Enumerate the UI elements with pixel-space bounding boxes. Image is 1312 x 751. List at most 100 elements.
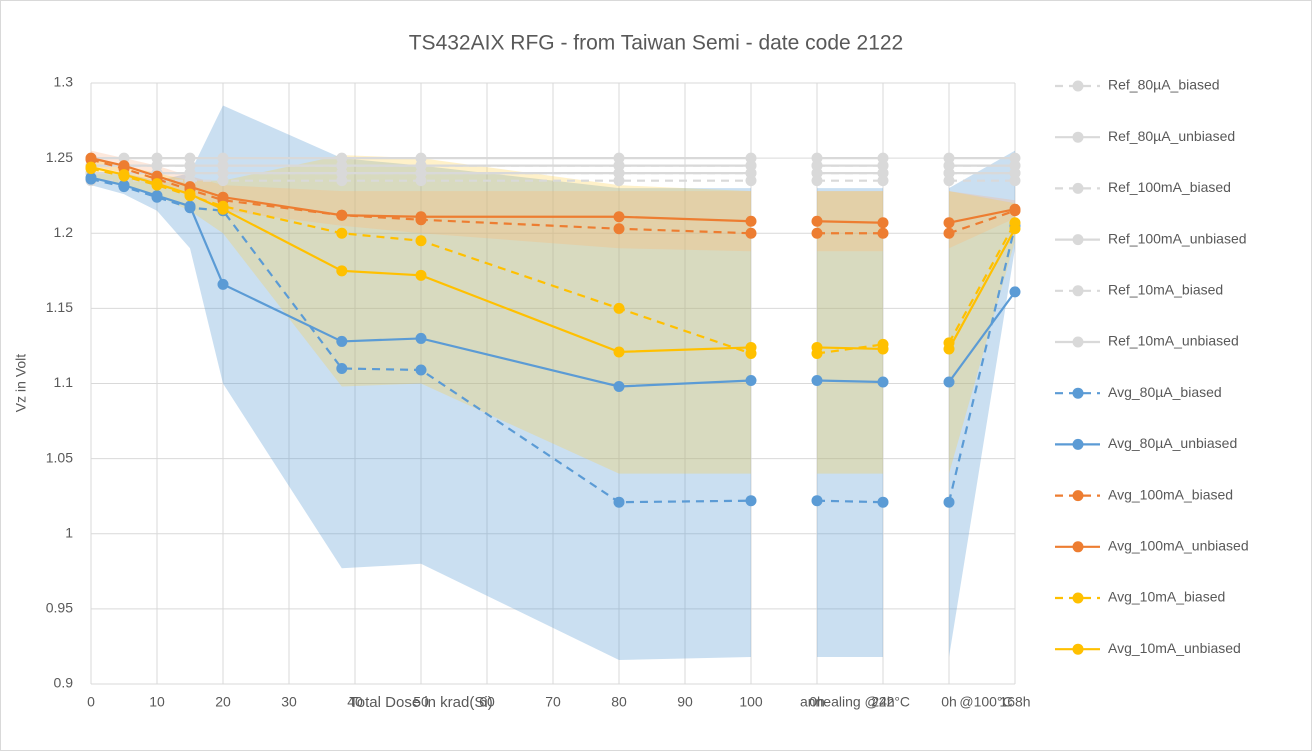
series-line [90,167,752,355]
data-point [613,346,625,358]
legend-label: Avg_100mA_unbiased [1108,538,1249,554]
legend-marker [1072,387,1084,399]
x-tick-label: 100 [739,694,763,710]
data-point [613,496,625,508]
x-tick-label: 90 [677,694,693,710]
x-tick-label: 168h [999,694,1030,710]
legend-label: Ref_80µA_biased [1108,77,1220,93]
series-line [90,178,752,504]
data-point [1009,223,1021,235]
data-point [613,223,625,235]
y-tick-label: 1.05 [46,449,73,465]
data-point [85,172,97,184]
data-point [877,496,889,508]
data-point [336,362,348,374]
data-point [336,209,348,221]
legend-marker [1072,438,1084,450]
data-point [745,167,757,179]
error-band [949,150,1015,657]
data-point [943,376,955,388]
legend-marker [1072,336,1084,348]
data-point [943,167,955,179]
lines [85,152,1021,508]
data-point [184,200,196,212]
legend-marker [1072,592,1084,604]
x-axis-title: Total Dose in krad(Si) [349,694,492,711]
data-point [811,341,823,353]
legend-marker [1072,643,1084,655]
data-point [811,227,823,239]
series-line [816,499,884,504]
data-point [943,217,955,229]
data-point [415,211,427,223]
data-point [745,374,757,386]
x-tick-label: 80 [611,694,627,710]
legend-marker [1072,80,1084,92]
error-band [817,191,883,474]
data-point [151,178,163,190]
legend-marker [1072,131,1084,143]
labels: 0.9 0.95 1 1.05 1.1 1.15 1.2 1.25 1.3 0 10 20 30 40 50… [46,74,1031,710]
annotation: annealing @22°C [800,694,910,710]
error-band [91,150,751,252]
data-point [184,167,196,179]
data-point [811,167,823,179]
data-point [336,167,348,179]
legend-label: Avg_80µA_unbiased [1108,435,1237,451]
x-tick-label: 60 [479,694,495,710]
data-point [811,374,823,386]
y-tick-label: 1.1 [54,374,74,390]
legend-marker [1072,541,1084,553]
x-tick-label: 10 [149,694,165,710]
y-tick-label: 1.15 [46,299,73,315]
data-point [217,191,229,203]
data-point [943,496,955,508]
x-tick-label: 30 [281,694,297,710]
data-point [613,211,625,223]
legend-label: Ref_100mA_biased [1108,179,1231,195]
legend-marker [1072,490,1084,502]
legend-label: Ref_10mA_biased [1108,282,1223,298]
data-point [415,332,427,344]
chart-title: TS432AIX RFG - from Taiwan Semi - date c… [409,32,904,55]
legend-label: Avg_80µA_biased [1108,384,1222,400]
x-tick-label: 0 [87,694,95,710]
y-tick-label: 1.25 [46,149,73,165]
series-line [948,208,1016,224]
series-line [948,291,1016,383]
data-point [613,302,625,314]
legend-label: Avg_10mA_biased [1108,589,1225,605]
error-band [91,105,751,660]
legend-label: Ref_80µA_unbiased [1108,128,1235,144]
data-point [415,364,427,376]
data-point [943,343,955,355]
data-point [415,235,427,247]
data-point [85,161,97,173]
data-point [415,167,427,179]
x-tick-label: 0h [809,694,825,710]
data-point [1009,203,1021,215]
y-tick-label: 0.95 [46,600,73,616]
y-tick-label: 1.2 [54,224,74,240]
data-point [877,227,889,239]
bands [91,105,1015,660]
data-point [745,341,757,353]
data-point [877,376,889,388]
legend-label: Ref_100mA_unbiased [1108,230,1247,246]
data-point [336,227,348,239]
data-point [336,265,348,277]
series-line [948,222,1016,344]
data-point [151,190,163,202]
annotation: @100°C [959,694,1012,710]
data-point [85,152,97,164]
data-point [745,227,757,239]
x-tick-label: 50 [413,694,429,710]
data-point [613,381,625,393]
data-point [415,269,427,281]
data-point [336,335,348,347]
data-point [118,160,130,172]
data-point [217,167,229,179]
x-tick-label: 0h [941,694,957,710]
data-point [118,179,130,191]
